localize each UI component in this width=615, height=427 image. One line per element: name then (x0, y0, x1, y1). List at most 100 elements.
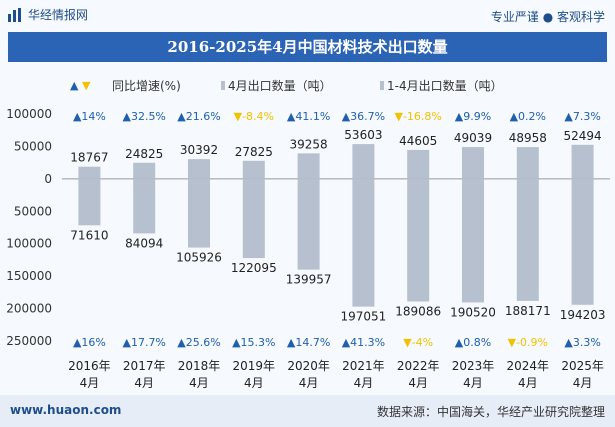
x-tick-label-month: 4月 (573, 376, 593, 390)
logo-icon (8, 7, 21, 22)
x-tick-label-year: 2025年 (561, 359, 604, 373)
bar-ytd-label: 188171 (505, 304, 551, 318)
x-tick-label-month: 4月 (408, 376, 428, 390)
bar-ytd (242, 178, 265, 259)
brand: 华经情报网 (8, 6, 88, 23)
y-tick-label: 150000 (6, 269, 52, 283)
bar-chart: ▲ ▼ 同比增速(%) 4月出口数量（吨） 1-4月出口数量（吨） 100000 50000… (6, 78, 610, 390)
bar-ytd-label: 139957 (286, 273, 332, 287)
x-tick-label-year: 2020年 (287, 359, 330, 373)
y-tick-label: 0 (44, 172, 52, 186)
yoy-month-label: ▲7.3% (564, 110, 600, 123)
bar-ytd (297, 178, 320, 270)
y-tick-label: 50000 (14, 139, 52, 153)
brand-name: 华经情报网 (28, 8, 89, 22)
bar-month (516, 147, 539, 179)
yoy-ytd-label: ▲14.7% (287, 336, 330, 349)
yoy-ytd-label: ▲15.3% (232, 336, 275, 349)
y-tick-label: 200000 (6, 302, 52, 316)
x-tick-label-year: 2021年 (342, 359, 385, 373)
bar-ytd (516, 178, 539, 301)
bar-month (571, 144, 594, 179)
y-tick-label: 100000 (6, 237, 52, 251)
bar-month-label: 49039 (454, 131, 492, 145)
bar-month (242, 160, 265, 179)
bar-month (188, 159, 210, 179)
bar-ytd-label: 197051 (340, 310, 386, 324)
legend-ytd-label: 1-4月出口数量（吨） (387, 78, 503, 93)
yoy-month-label: ▲21.6% (177, 110, 220, 123)
yoy-ytd-label: ▲17.7% (122, 336, 165, 349)
bar-month (407, 149, 430, 179)
bar-ytd (188, 178, 210, 248)
legend-yoy-label: 同比增速(%) (112, 79, 181, 93)
x-tick-label-month: 4月 (189, 376, 209, 390)
bar-month (133, 162, 156, 179)
yoy-ytd-label: ▲41.3% (342, 336, 385, 349)
bar-ytd (571, 178, 594, 305)
y-tick-label: 250000 (6, 334, 52, 348)
yoy-month-label: ▼-16.8% (395, 110, 442, 123)
bar-month (352, 144, 375, 179)
legend-up-marker: ▲ (70, 79, 79, 92)
yoy-month-label: ▲14% (73, 110, 106, 123)
bar-ytd-label: 71610 (70, 228, 108, 242)
slogan: 专业严谨 ● 客观科学 (490, 10, 605, 24)
x-tick-label-month: 4月 (244, 376, 264, 390)
x-tick-label-year: 2023年 (452, 359, 495, 373)
bar-ytd-label: 122095 (231, 261, 277, 275)
bar-ytd-label: 105926 (176, 251, 222, 265)
bar-month-label: 52494 (564, 129, 602, 143)
x-tick-label-month: 4月 (80, 376, 100, 390)
bar-month-label: 24825 (125, 147, 163, 161)
yoy-ytd-label: ▲3.3% (564, 336, 600, 349)
x-tick-label-month: 4月 (354, 376, 374, 390)
bar-month-label: 44605 (399, 134, 437, 148)
x-tick-label-month: 4月 (463, 376, 483, 390)
yoy-ytd-label: ▼-0.9% (508, 336, 548, 349)
yoy-ytd-label: ▲16% (73, 336, 106, 349)
bar-month-label: 53603 (344, 128, 382, 142)
bar-ytd (133, 178, 156, 234)
footer-bar (0, 395, 615, 427)
bar-ytd (407, 178, 430, 302)
footer-source: 数据来源：中国海关，华经产业研究院整理 (376, 405, 605, 419)
bar-ytd-label: 189086 (395, 304, 441, 318)
yoy-month-label: ▲36.7% (342, 110, 385, 123)
footer-website[interactable]: www.huaon.com (10, 403, 122, 417)
yoy-ytd-label: ▲0.8% (455, 336, 491, 349)
x-tick-label-year: 2019年 (233, 359, 276, 373)
x-tick-label-year: 2024年 (507, 359, 550, 373)
bar-month-label: 48958 (509, 131, 547, 145)
yoy-month-label: ▲0.2% (510, 110, 546, 123)
bar-month-label: 27825 (235, 145, 273, 159)
bar-month-label: 18767 (70, 151, 108, 165)
legend-ytd-swatch (380, 81, 384, 90)
x-tick-label-year: 2017年 (123, 359, 166, 373)
bar-ytd (462, 178, 484, 303)
bar-month-label: 30392 (180, 143, 218, 157)
chart-title: 2016-2025年4月中国材料技术出口数量 (8, 32, 607, 62)
yoy-month-label: ▼-8.4% (234, 110, 274, 123)
legend-month-swatch (221, 81, 225, 90)
bar-ytd-label: 190520 (450, 305, 496, 319)
x-tick-label-month: 4月 (134, 376, 154, 390)
bar-ytd-label: 84094 (125, 236, 163, 250)
x-tick-label-month: 4月 (299, 376, 319, 390)
bar-month (297, 153, 320, 179)
bar-ytd (352, 178, 375, 307)
legend-month-label: 4月出口数量（吨） (228, 78, 332, 93)
x-tick-label-year: 2016年 (68, 359, 111, 373)
yoy-ytd-label: ▼-4% (403, 336, 433, 349)
x-tick-label-year: 2018年 (178, 359, 221, 373)
bar-month (462, 147, 484, 179)
yoy-month-label: ▲41.1% (287, 110, 330, 123)
x-tick-label-month: 4月 (518, 376, 538, 390)
bar-month-label: 39258 (290, 137, 328, 151)
y-tick-label: 100000 (6, 107, 52, 121)
bar-ytd (78, 178, 101, 226)
bar-month (78, 166, 101, 179)
bar-ytd-label: 194203 (560, 308, 606, 322)
x-tick-label-year: 2022年 (397, 359, 440, 373)
